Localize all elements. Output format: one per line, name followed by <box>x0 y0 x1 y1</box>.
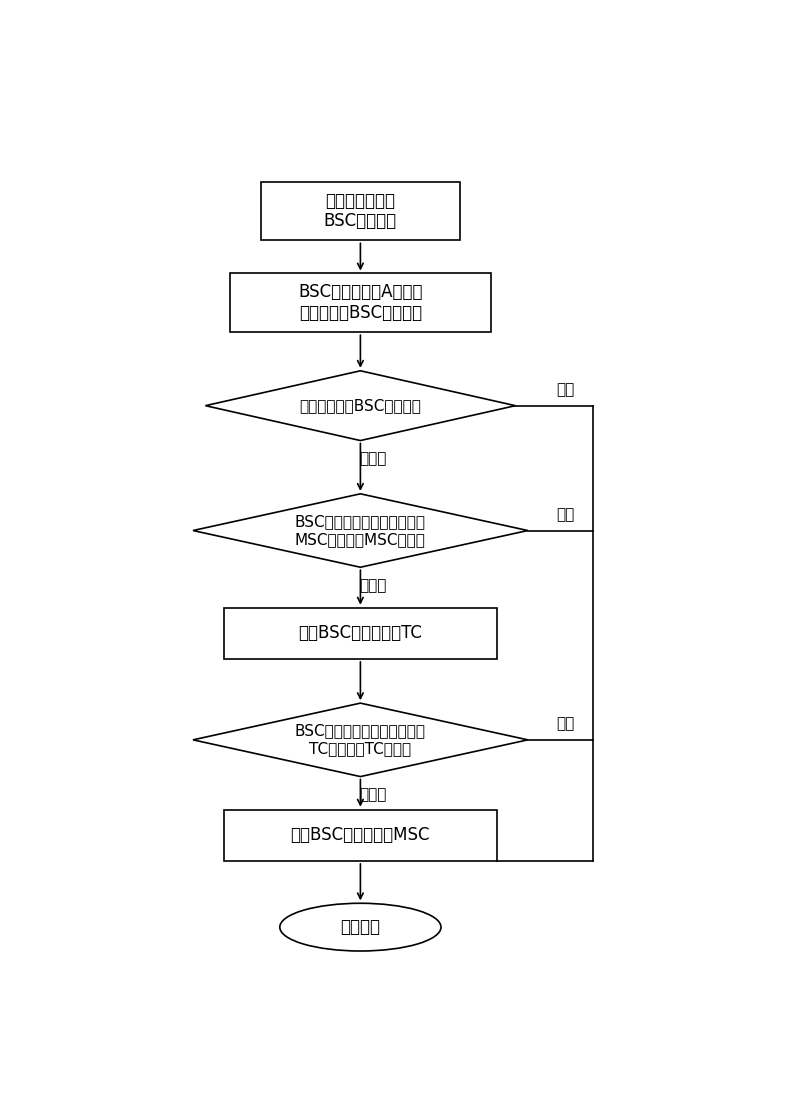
Text: 存在: 存在 <box>556 716 574 731</box>
Text: 存在: 存在 <box>556 382 574 397</box>
Text: 不存在: 不存在 <box>359 578 386 593</box>
Polygon shape <box>206 371 515 441</box>
Text: 存在: 存在 <box>556 507 574 522</box>
Bar <box>224 809 497 862</box>
Text: 流程结束: 流程结束 <box>341 918 381 936</box>
Text: 判断是否存在BSC故障闭塞: 判断是否存在BSC故障闭塞 <box>299 398 422 413</box>
Bar <box>230 273 490 333</box>
Text: BSC判断本电路状态是否存在
MSC闭塞或者MSC未装备: BSC判断本电路状态是否存在 MSC闭塞或者MSC未装备 <box>295 514 426 547</box>
Text: 发送BSC解闭消息到MSC: 发送BSC解闭消息到MSC <box>290 826 430 845</box>
Bar <box>224 607 497 660</box>
Ellipse shape <box>280 903 441 951</box>
Text: 发送BSC解闭消息到TC: 发送BSC解闭消息到TC <box>298 624 422 643</box>
Text: BSC判断本电路状态是否存在
TC闭塞或者TC未装备: BSC判断本电路状态是否存在 TC闭塞或者TC未装备 <box>295 723 426 756</box>
Text: 不存在: 不存在 <box>359 788 386 802</box>
Polygon shape <box>193 493 528 567</box>
Text: 网络管理员发起
BSC人工解闭: 网络管理员发起 BSC人工解闭 <box>324 192 397 230</box>
Bar <box>262 182 460 240</box>
Text: 不存在: 不存在 <box>359 451 386 466</box>
Text: BSC设置本端该A口中继
电路状态为BSC人工解闭: BSC设置本端该A口中继 电路状态为BSC人工解闭 <box>298 283 422 323</box>
Polygon shape <box>193 703 528 777</box>
